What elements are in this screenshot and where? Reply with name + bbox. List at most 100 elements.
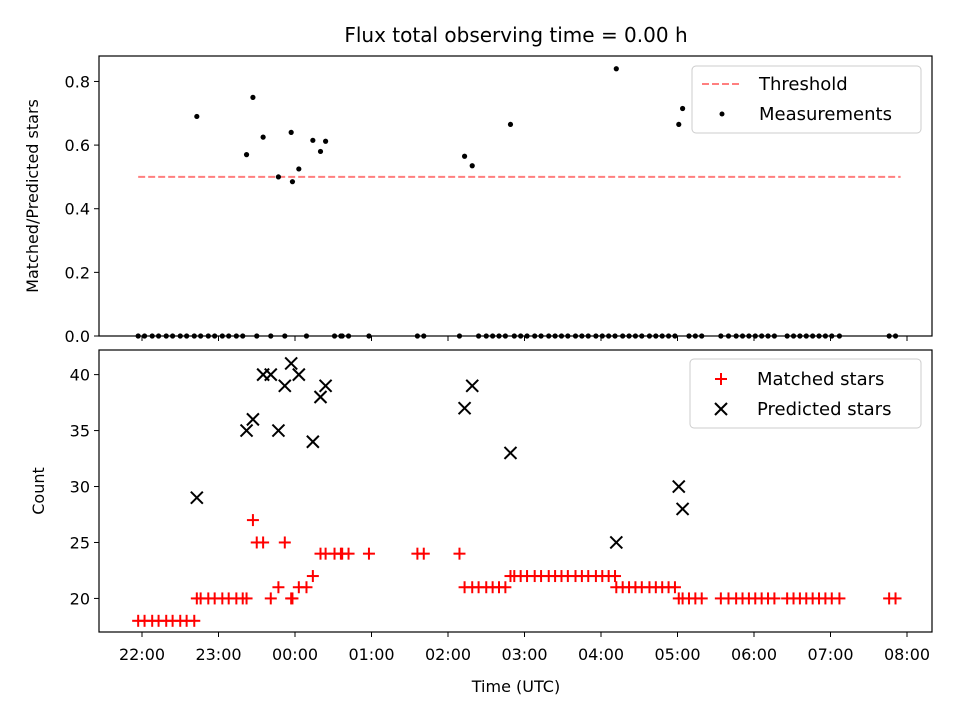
measurement-point <box>469 163 475 169</box>
measurement-point <box>507 121 514 128</box>
x-tick-label: 23:00 <box>195 645 241 664</box>
predicted-star-point <box>609 535 624 550</box>
matched-star-point <box>609 570 622 583</box>
matched-star-point <box>300 581 313 594</box>
matched-star-point <box>257 536 270 549</box>
count-y-tick-label: 30 <box>70 478 90 497</box>
x-tick-label: 00:00 <box>272 645 318 664</box>
ratio-x-ticks <box>141 336 908 341</box>
predicted-star-point <box>239 423 254 438</box>
legend-measurements-label: Measurements <box>759 104 892 125</box>
measurement-point <box>676 121 682 128</box>
predicted-star-point <box>306 435 320 449</box>
measurement-point <box>250 94 256 100</box>
ratio-y-tick-label: 0.4 <box>65 200 90 219</box>
measurement-point <box>317 148 324 155</box>
matched-star-point <box>499 581 512 594</box>
matched-star-point <box>695 592 708 605</box>
legend-predicted-swatch <box>714 402 728 416</box>
measurement-point <box>323 138 329 144</box>
matched-stars-points <box>132 514 902 627</box>
ratio-y-tick-label: 0.2 <box>65 263 90 282</box>
matched-star-point <box>278 536 291 549</box>
ratio-legend: Threshold Measurements <box>691 65 922 134</box>
predicted-star-point <box>675 502 690 516</box>
matched-star-point <box>286 592 299 605</box>
legend-matched-swatch <box>715 373 727 385</box>
x-tick-label: 03:00 <box>501 645 547 664</box>
ratio-y-tick-label: 0.6 <box>65 136 90 155</box>
predicted-star-point <box>292 367 306 382</box>
x-tick-label: 06:00 <box>731 645 777 664</box>
measurement-point <box>289 179 296 185</box>
count-y-tick-label: 25 <box>70 533 90 552</box>
legend-predicted-label: Predicted stars <box>757 399 891 420</box>
measurement-point <box>680 105 686 112</box>
legend-threshold-label: Threshold <box>758 74 848 95</box>
measurement-point <box>296 166 302 172</box>
predicted-star-point <box>271 423 286 438</box>
ratio-y-tick-label: 0.8 <box>65 72 90 91</box>
predicted-star-point <box>313 390 328 404</box>
x-axis-label: Time (UTC) <box>471 677 560 696</box>
predicted-star-point <box>190 491 204 505</box>
ratio-legend-box <box>691 65 922 134</box>
predicted-star-point <box>465 379 479 393</box>
x-tick-label: 07:00 <box>807 645 853 664</box>
x-tick-label: 02:00 <box>425 645 471 664</box>
ratio-y-axis: 0.0 0.2 0.4 0.6 0.8 <box>65 72 99 346</box>
measurement-point <box>194 113 200 120</box>
measurement-point <box>288 129 294 135</box>
count-y-tick-label: 20 <box>70 589 90 608</box>
measurement-point <box>461 153 468 159</box>
matched-star-point <box>362 547 375 560</box>
count-y-axis: 20 25 30 35 40 <box>70 366 99 608</box>
measurement-point <box>260 134 266 140</box>
ratio-panel: 0.00.20.40.60.8 Matched/Predicted stars … <box>23 55 933 346</box>
count-x-axis: 22:00 23:00 00:00 01:00 02:00 03:00 04:00 05:00… <box>119 632 930 664</box>
ratio-y-axis-label: Matched/Predicted stars <box>23 99 42 293</box>
count-y-tick-label: 35 <box>70 422 90 441</box>
matched-star-point <box>417 547 430 560</box>
predicted-star-point <box>278 379 292 393</box>
predicted-star-point <box>284 356 298 371</box>
ratio-measurement-points <box>135 66 899 339</box>
x-tick-label: 08:00 <box>884 645 930 664</box>
matched-star-point <box>668 581 681 594</box>
matched-star-point <box>188 614 201 627</box>
matched-star-point <box>833 592 846 605</box>
count-y-tick-label: 40 <box>70 366 90 385</box>
predicted-stars-points <box>190 356 690 550</box>
count-legend: Matched stars Predicted stars <box>689 358 922 429</box>
legend-measurements-swatch <box>719 111 725 117</box>
count-legend-box <box>689 358 922 429</box>
matched-star-point <box>342 547 355 560</box>
x-tick-label: 01:00 <box>348 645 394 664</box>
matched-star-point <box>453 547 466 560</box>
predicted-star-point <box>246 412 260 427</box>
matched-star-point <box>240 592 253 605</box>
measurement-point <box>613 66 619 72</box>
count-y-axis-label: Count <box>29 467 48 515</box>
predicted-star-point <box>672 479 686 494</box>
x-tick-label: 05:00 <box>654 645 700 664</box>
ratio-y-tick-label: 0.0 <box>65 327 90 346</box>
x-tick-label: 22:00 <box>119 645 165 664</box>
count-panel-frame <box>98 349 933 633</box>
predicted-star-point <box>457 401 472 415</box>
matched-star-point <box>306 570 319 583</box>
predicted-star-point <box>264 367 278 382</box>
matched-star-point <box>246 514 259 527</box>
measurement-point <box>275 174 282 180</box>
measurement-point <box>310 137 316 143</box>
chart-title: Flux total observing time = 0.00 h <box>344 23 687 47</box>
matched-star-point <box>264 592 277 605</box>
matched-star-point <box>768 592 781 605</box>
ratio-panel-frame <box>98 55 933 337</box>
predicted-star-point <box>503 446 518 460</box>
measurement-point <box>243 152 250 158</box>
matched-star-point <box>272 581 285 594</box>
x-tick-label: 04:00 <box>578 645 624 664</box>
count-panel: 20 25 30 35 40 22:00 23:00 00:00 01:00 02:00 03:0… <box>29 349 933 696</box>
